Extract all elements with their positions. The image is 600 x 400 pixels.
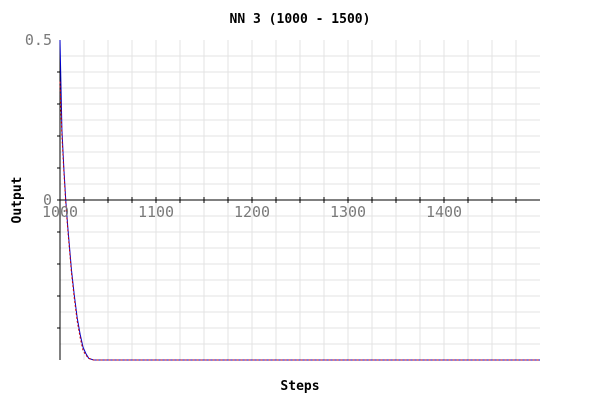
x-axis-label: Steps [280, 379, 319, 394]
x-tick-label: 1000 [42, 203, 78, 221]
x-tick-label: 1200 [234, 203, 270, 221]
y-axis-label: Output [10, 177, 25, 224]
y-tick-label: 0.5 [25, 31, 52, 49]
series-line-1 [59, 39, 540, 361]
y-tick-label: 0 [43, 191, 52, 209]
x-tick-label: 1300 [330, 203, 366, 221]
x-tick-label: 1100 [138, 203, 174, 221]
axes [57, 40, 540, 360]
series-layer [59, 39, 540, 361]
tick-labels: 1000 1100 1200 1300 1400 0.5 0 [25, 31, 462, 221]
chart-title: NN 3 (1000 - 1500) [230, 12, 371, 27]
x-tick-label: 1400 [426, 203, 462, 221]
